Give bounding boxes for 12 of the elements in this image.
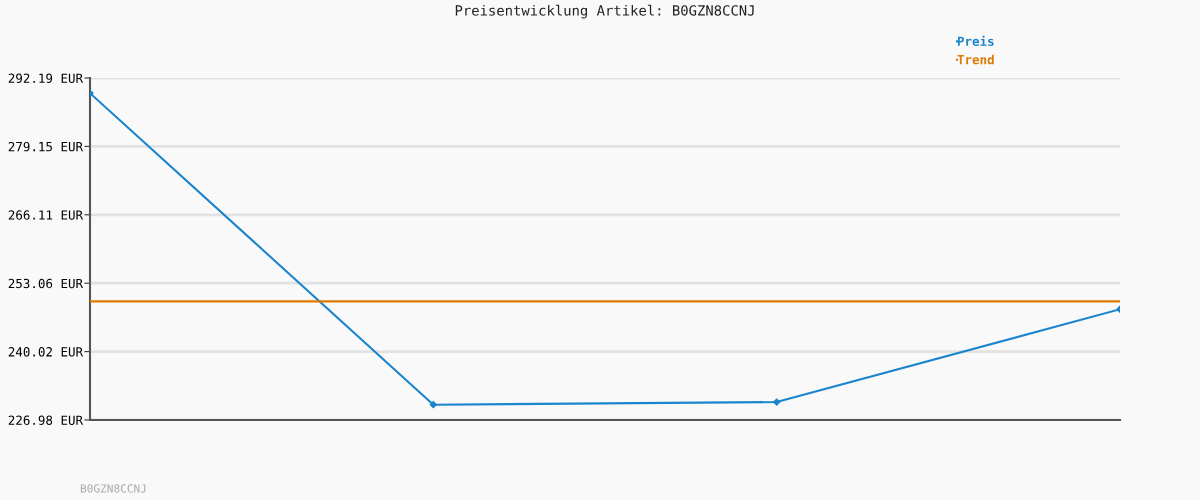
y-tick-label: 226.98 EUR bbox=[8, 415, 84, 425]
point bbox=[429, 401, 437, 409]
y-tick-label: 266.11 EUR bbox=[8, 210, 84, 220]
legend-label: Trend bbox=[957, 54, 994, 65]
legend-label: Preis bbox=[957, 35, 994, 46]
y-tick-label: 279.15 EUR bbox=[8, 141, 84, 152]
point bbox=[773, 398, 781, 406]
text: B0GZN8CCNJ bbox=[80, 484, 146, 493]
chart-title: Preisentwicklung Artikel: B0GZN8CCNJ bbox=[455, 4, 754, 19]
y-tick-label: 292.19 EUR bbox=[8, 73, 84, 83]
y-tick-label: 253.06 EUR bbox=[8, 278, 84, 289]
y-tick-label: 240.02 EUR bbox=[8, 347, 84, 357]
